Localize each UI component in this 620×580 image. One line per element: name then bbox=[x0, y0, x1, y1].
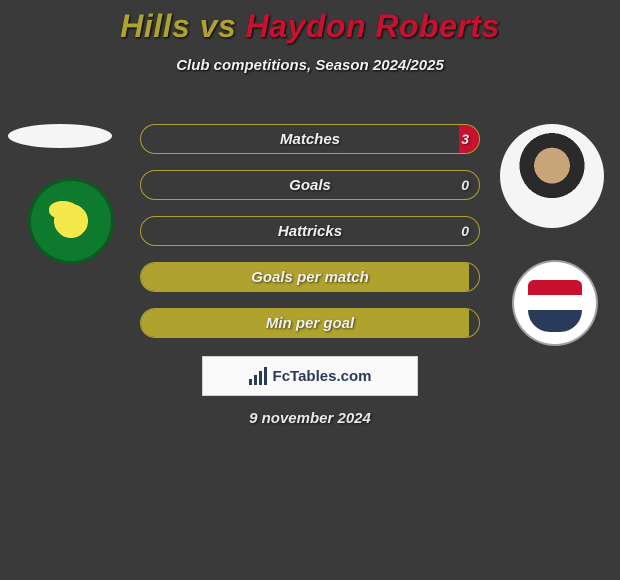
player1-name: Hills bbox=[120, 8, 190, 44]
stat-label: Hattricks bbox=[141, 223, 479, 240]
stat-value-right: 0 bbox=[461, 177, 469, 193]
stat-row-goals-per-match: Goals per match bbox=[140, 262, 480, 292]
stat-label: Matches bbox=[141, 131, 479, 148]
subtitle: Club competitions, Season 2024/2025 bbox=[0, 57, 620, 74]
player2-club-badge bbox=[512, 260, 598, 346]
stat-row-min-per-goal: Min per goal bbox=[140, 308, 480, 338]
stats-container: Matches3Goals0Hattricks0Goals per matchM… bbox=[140, 124, 480, 354]
player1-club-badge bbox=[28, 178, 114, 264]
stat-row-goals: Goals0 bbox=[140, 170, 480, 200]
logo-text: FcTables.com bbox=[273, 368, 372, 385]
player2-name: Haydon Roberts bbox=[246, 8, 500, 44]
source-logo: FcTables.com bbox=[202, 356, 418, 396]
stat-label: Goals bbox=[141, 177, 479, 194]
stat-row-matches: Matches3 bbox=[140, 124, 480, 154]
stat-label: Goals per match bbox=[141, 269, 479, 286]
logo-bars-icon bbox=[249, 367, 267, 385]
vs-text: vs bbox=[190, 8, 245, 44]
player1-avatar bbox=[8, 124, 112, 148]
date-text: 9 november 2024 bbox=[0, 410, 620, 427]
stat-value-right: 0 bbox=[461, 223, 469, 239]
page-title: Hills vs Haydon Roberts bbox=[0, 0, 620, 45]
stat-row-hattricks: Hattricks0 bbox=[140, 216, 480, 246]
player2-avatar bbox=[500, 124, 604, 228]
stat-value-right: 3 bbox=[461, 131, 469, 147]
stat-label: Min per goal bbox=[141, 315, 479, 332]
